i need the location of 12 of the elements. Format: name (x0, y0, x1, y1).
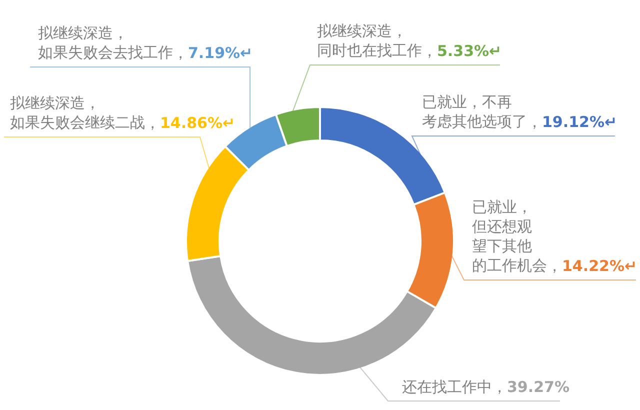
slice-label: 拟继续深造，同时也在找工作 (317, 22, 422, 60)
slice-label: 已就业，但还想观望下其他的工作机会 (472, 198, 547, 274)
slice-label: 拟继续深造，如果失败会继续二战 (10, 94, 145, 132)
slice-label: 已就业，不再考虑其他选项了 (422, 93, 527, 130)
data-label: ，14.86%↵ (145, 114, 236, 132)
data-label: ，19.12%↵ (527, 113, 618, 131)
data-label: ，5.33%↵ (422, 42, 502, 60)
data-label: ，14.22%↵ (547, 257, 638, 275)
slice-label: 还在找工作中 (402, 378, 492, 396)
data-label: ，39.27% (492, 378, 570, 396)
data-label: ，7.19%↵ (173, 44, 253, 62)
slice-label: 拟继续深造，如果失败会去找工作 (38, 24, 173, 62)
